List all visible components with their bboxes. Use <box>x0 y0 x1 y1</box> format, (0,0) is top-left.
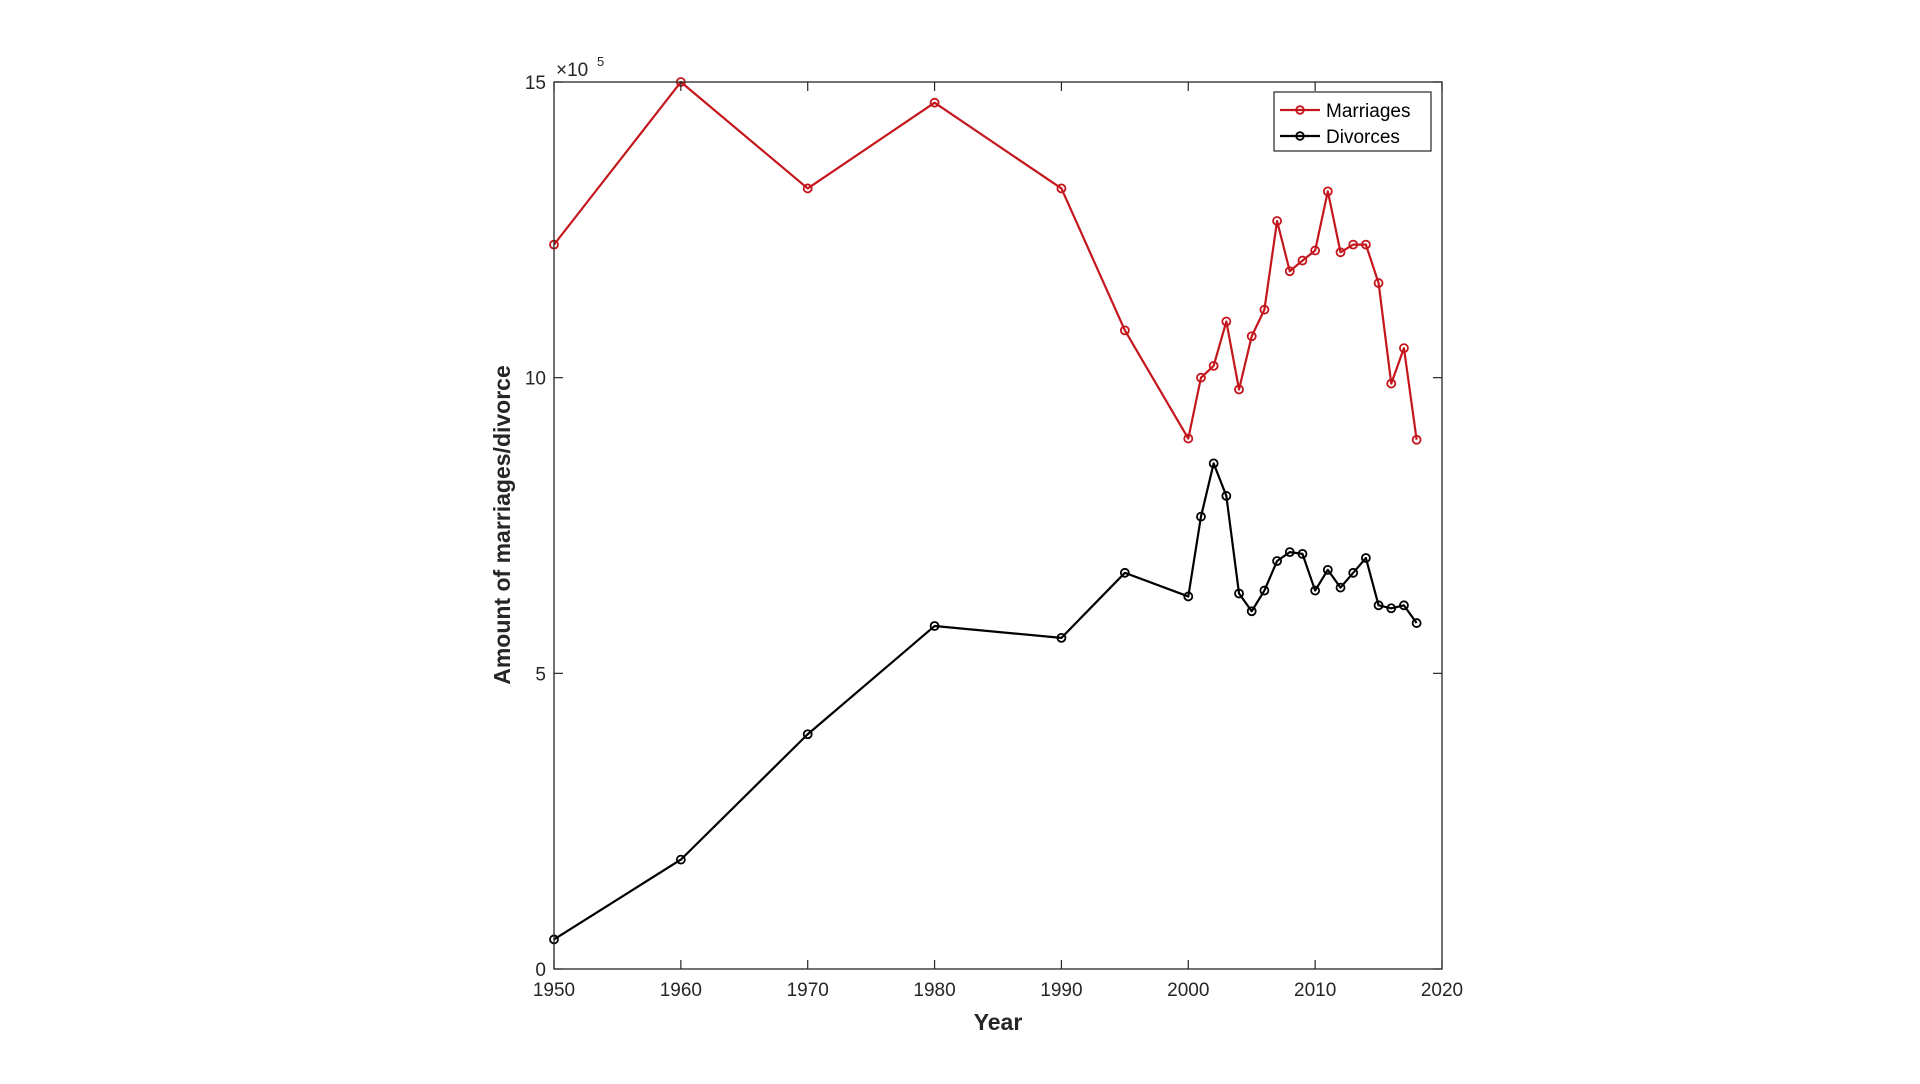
y-tick-label: 15 <box>525 73 546 94</box>
data-point-marriages <box>1373 278 1384 288</box>
data-point-divorces <box>675 854 686 865</box>
data-point-marriages <box>1259 304 1270 315</box>
data-point-marriages <box>802 183 813 194</box>
data-point-divorces <box>1056 632 1067 643</box>
data-point-marriages <box>1386 378 1397 389</box>
x-axis-label: Year <box>974 1009 1023 1035</box>
data-point-marriages <box>1221 316 1232 327</box>
x-tick-label: 2010 <box>1294 980 1336 1001</box>
series-line-marriages <box>553 80 1418 440</box>
legend-divorces-marker <box>1295 131 1305 141</box>
data-point-divorces <box>1348 567 1359 578</box>
data-point-divorces <box>1360 553 1371 563</box>
y-exponent-power: 5 <box>597 54 604 69</box>
data-point-marriages <box>1056 183 1067 194</box>
y-tick-label: 5 <box>535 664 546 685</box>
data-point-marriages <box>1183 433 1194 444</box>
data-point-marriages <box>1284 266 1295 277</box>
data-point-divorces <box>1284 547 1295 558</box>
series-layer <box>549 77 1422 945</box>
data-point-divorces <box>1221 491 1232 501</box>
data-point-marriages <box>1322 186 1333 197</box>
data-point-divorces <box>1297 548 1308 559</box>
legend-divorces-label: Divorces <box>1326 127 1400 148</box>
y-tick-label: 10 <box>525 369 546 390</box>
x-tick-label: 1970 <box>787 980 829 1001</box>
data-point-divorces <box>1196 511 1206 522</box>
legend-marriages-label: Marriages <box>1326 101 1410 122</box>
data-point-divorces <box>1386 603 1397 614</box>
data-point-divorces <box>929 621 940 631</box>
legend-box <box>1273 91 1432 152</box>
data-point-divorces <box>1208 458 1219 469</box>
legend-marriages-marker <box>1295 105 1305 115</box>
data-point-marriages <box>1348 239 1359 250</box>
y-exponent-label: ×10 <box>556 60 588 81</box>
data-point-divorces <box>1234 588 1244 599</box>
data-point-divorces <box>1259 585 1270 596</box>
data-point-marriages <box>929 97 940 108</box>
data-point-divorces <box>1119 567 1130 578</box>
data-point-marriages <box>1234 384 1244 395</box>
data-point-divorces <box>1272 556 1282 566</box>
x-tick-label: 1990 <box>1040 980 1082 1001</box>
data-point-divorces <box>1322 564 1333 575</box>
data-point-marriages <box>1360 239 1371 250</box>
x-tick-label: 1950 <box>533 980 575 1001</box>
data-point-marriages <box>1272 216 1282 226</box>
data-point-marriages <box>1119 325 1130 336</box>
axes-box <box>553 81 1443 970</box>
data-point-divorces <box>1310 585 1321 596</box>
x-tick-label: 2020 <box>1421 980 1463 1001</box>
data-point-divorces <box>802 729 813 740</box>
legend: Marriages Divorces <box>1273 91 1432 152</box>
y-tick-label: 0 <box>535 960 546 981</box>
data-point-marriages <box>1196 372 1206 383</box>
data-point-marriages <box>1411 434 1422 445</box>
x-tick-label: 1960 <box>660 980 702 1001</box>
data-point-divorces <box>1183 591 1194 602</box>
data-point-marriages <box>1399 343 1409 354</box>
data-point-divorces <box>1335 582 1346 593</box>
data-point-marriages <box>1297 255 1308 266</box>
plot-area <box>554 82 1442 969</box>
data-point-marriages <box>1310 245 1321 256</box>
data-point-marriages <box>1208 360 1219 371</box>
tick-layer: 1950 1960 1970 1980 1990 2000 2010 2020 0 5 10 15 <box>525 73 1463 1001</box>
data-point-divorces <box>1373 600 1384 611</box>
x-tick-label: 2000 <box>1167 980 1209 1001</box>
y-axis-label: Amount of marriages/divorce <box>489 365 515 685</box>
series-line-divorces <box>553 462 1418 941</box>
data-point-divorces <box>1246 606 1257 617</box>
data-point-marriages <box>1335 247 1346 258</box>
data-point-marriages <box>1246 331 1257 342</box>
data-point-divorces <box>1411 618 1422 628</box>
x-tick-label: 1980 <box>913 980 955 1001</box>
data-point-divorces <box>1399 600 1409 611</box>
